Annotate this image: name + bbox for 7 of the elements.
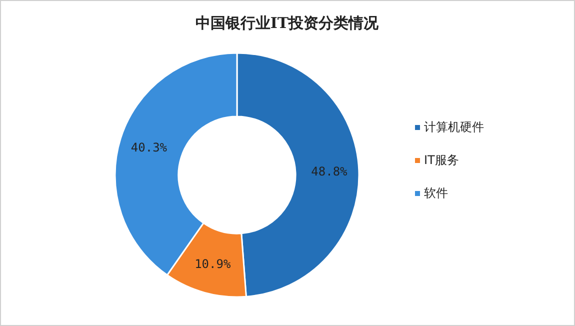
- legend-label: 软件: [424, 186, 448, 200]
- legend-label: IT服务: [424, 153, 459, 167]
- data-label: 48.8%: [311, 164, 348, 179]
- legend-label: 计算机硬件: [424, 120, 484, 134]
- data-label: 40.3%: [130, 140, 168, 154]
- chart-title: 中国银行业IT投资分类情况: [195, 14, 380, 32]
- data-label: 10.9%: [194, 257, 232, 272]
